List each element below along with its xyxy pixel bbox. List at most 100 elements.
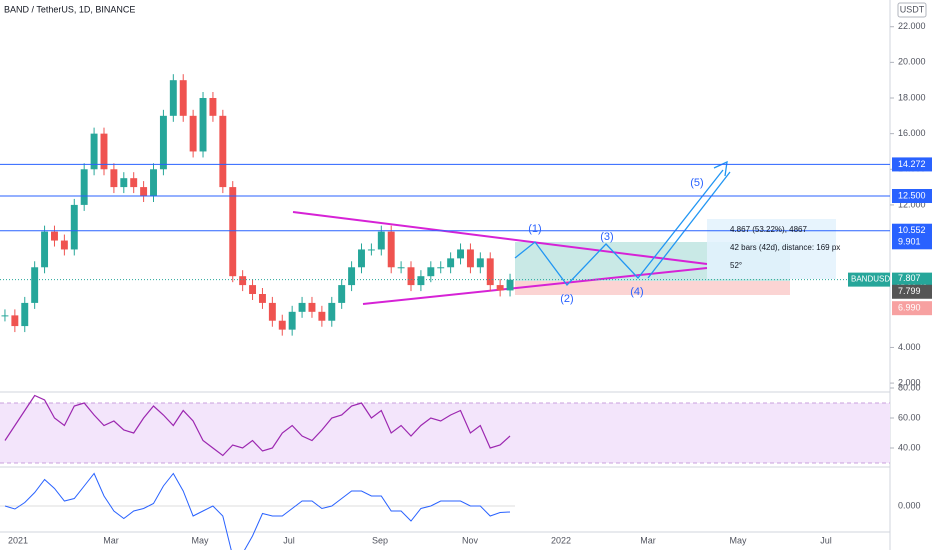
price-tick-label: 20.000 [898,57,926,67]
candle [21,302,29,327]
candle [298,302,306,312]
candle [159,115,167,170]
candle [169,80,177,116]
candle [348,267,356,286]
triangle-upper [292,211,708,265]
candle [31,267,39,303]
level-tag [892,223,932,238]
wave-label: (2) [560,293,573,305]
time-label: Jul [820,535,832,545]
elliott-wave [647,171,731,279]
candle [41,231,49,268]
measure-text: 42 bars (42d), distance: 169 px [730,243,840,252]
measure-box [707,219,836,279]
currency-badge[interactable] [897,2,927,18]
time-label: May [729,535,747,545]
price-tick-label: 16.000 [898,128,926,138]
price-tick-label: 4.000 [898,342,921,352]
candle [308,302,316,312]
candle [338,285,346,303]
rsi-tick-label: 80.00 [898,382,921,392]
candle [199,98,207,152]
level-tag [892,157,932,172]
candle [1,315,9,317]
candle [150,169,157,196]
candle [140,187,148,196]
price-tick-label: 12.000 [898,199,926,209]
candle [70,204,78,250]
candle [268,302,276,321]
measure-text: 4.867 (53.22%), 4867 [730,225,807,234]
candle [60,240,68,250]
symbol-title: BAND / TetherUS, 1D, BINANCE [4,4,135,14]
price-tag [892,235,932,250]
candle [476,258,484,268]
candle [496,285,504,291]
bid-tag [892,284,932,299]
macd-line [4,472,511,555]
candle [407,267,415,286]
candle [179,80,187,116]
bid-tag-label: 7.799 [898,286,921,296]
candle [51,231,58,241]
candle [100,133,108,170]
price-tick-label: 18.000 [898,92,926,102]
candle [466,249,474,268]
last-price-label: 7.807 [898,273,921,283]
time-label: Jul [283,535,295,545]
rsi-tick-label: 60.00 [898,412,921,422]
candle [11,315,19,327]
wave-label: (3) [600,231,613,243]
candle [189,115,197,152]
time-label: Mar [640,535,656,545]
wave-label: (5) [690,177,703,189]
candle [457,249,464,259]
candle [219,115,227,188]
candle [288,311,296,330]
candle [229,187,237,277]
rsi-tick-label: 40.00 [898,442,921,452]
candle [120,178,128,188]
candle [239,276,247,286]
measure-text: 52° [730,261,742,270]
level-tag-label: 12.500 [898,190,926,200]
macd-tick-label: 0.000 [898,500,921,510]
time-label: 2021 [8,535,28,545]
candle [387,231,395,268]
price-tick-label: 22.000 [898,21,926,31]
candle [437,267,445,269]
stop-tag-label: 6.990 [898,303,921,313]
candle [258,294,266,303]
candle [318,311,326,321]
candle [447,258,455,268]
candle [110,169,118,188]
level-tag-label: 10.552 [898,225,926,235]
candle [358,249,365,268]
elliott-wave [514,169,724,287]
currency: USDT [900,4,925,14]
triangle-lower [362,267,708,305]
candle [209,98,217,116]
candle [417,276,425,286]
time-label: Nov [462,535,479,545]
time-label: 2022 [551,535,571,545]
price-tick-label: 2.000 [898,377,921,387]
candle [486,258,494,286]
candle [377,231,385,250]
candle [506,279,514,291]
level-tag [892,189,932,203]
time-label: Mar [103,535,119,545]
candle [367,249,375,251]
wave-arrowhead [713,160,728,177]
candle [249,285,257,294]
candle [397,267,405,269]
symbol-tag-label: BANDUSDT [851,275,895,284]
candle [427,267,435,277]
candle [278,320,286,330]
wave-label: (4) [630,286,643,298]
time-label: Sep [372,535,388,545]
price-tag-label: 9.901 [898,237,921,247]
rsi-line [4,394,511,457]
symbol-tag [848,272,890,287]
